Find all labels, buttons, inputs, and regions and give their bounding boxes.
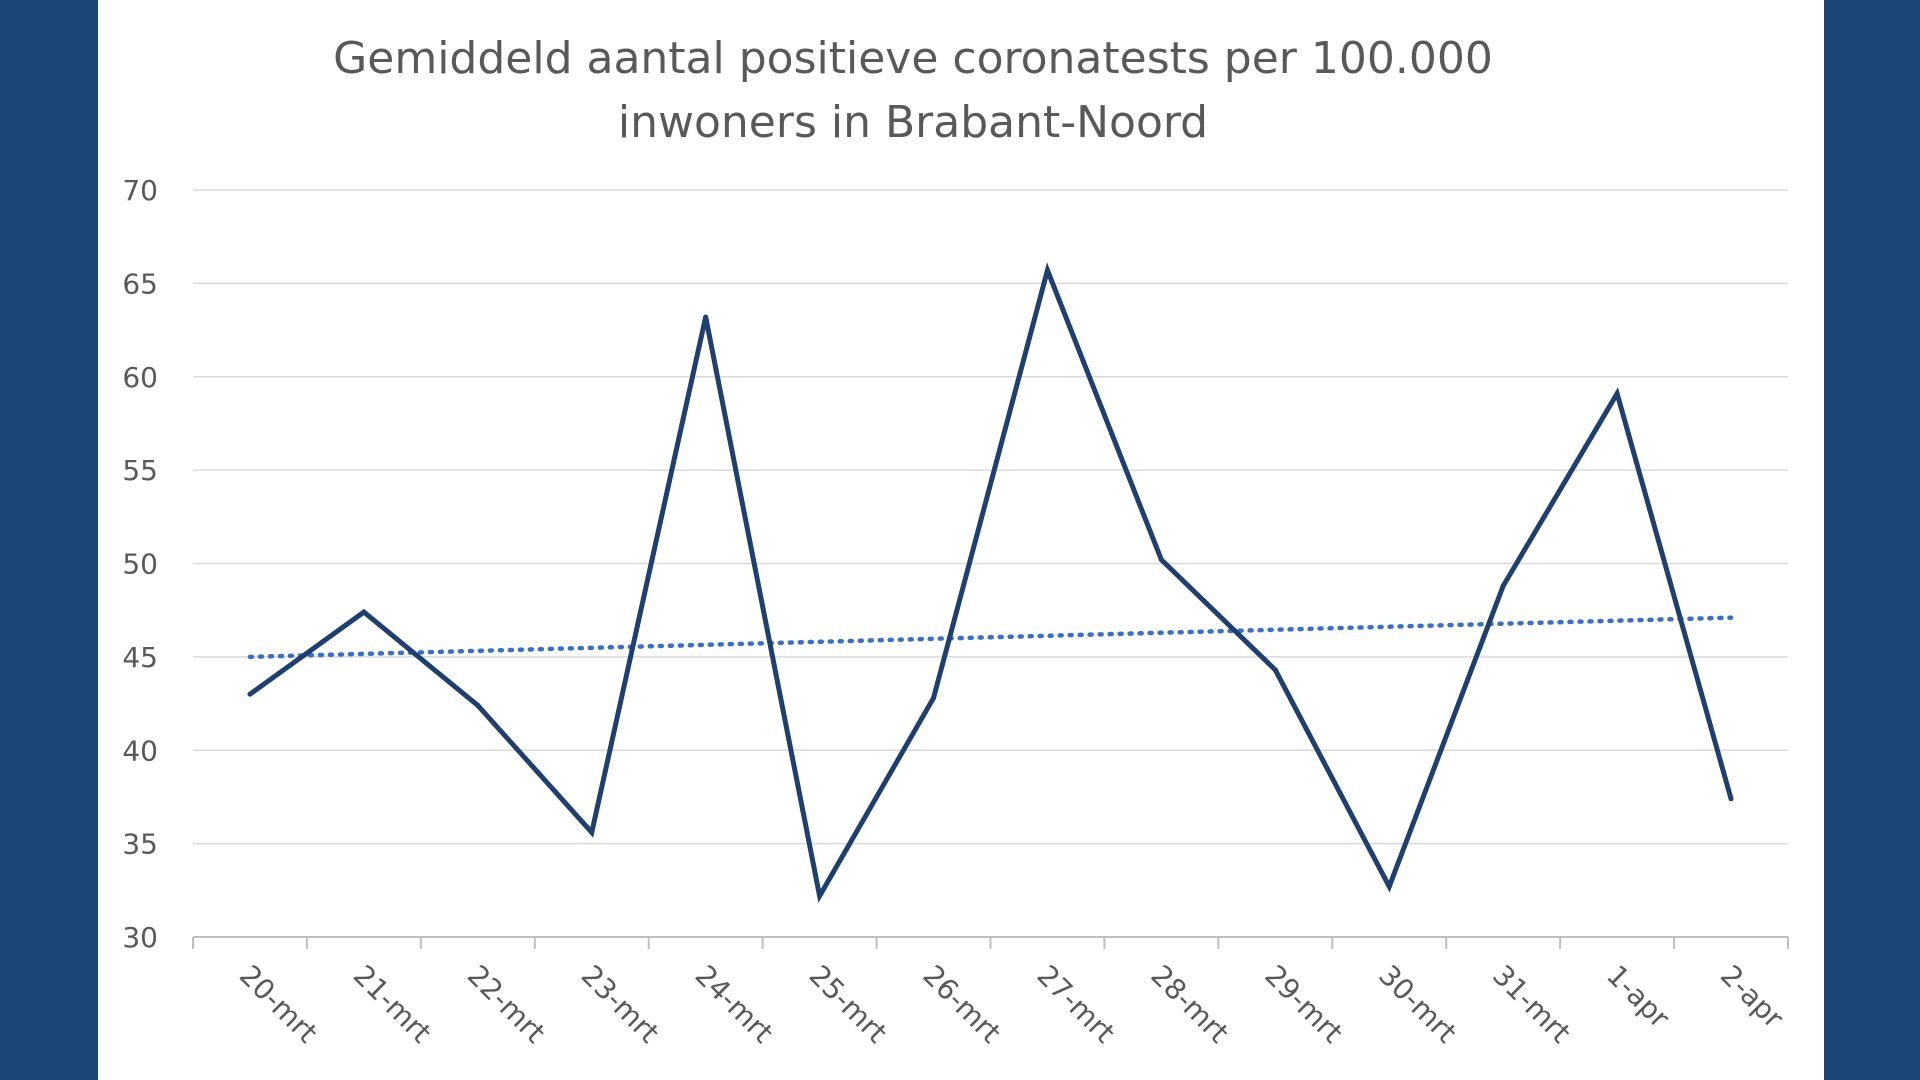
y-tick-label: 50	[122, 548, 158, 581]
x-tick-label: 26-mrt	[917, 959, 1008, 1050]
data-point	[1728, 796, 1734, 802]
x-tick-label: 22-mrt	[461, 959, 552, 1050]
x-tick-label: 21-mrt	[347, 959, 438, 1050]
y-axis-labels: 30 35 40 45 50 55 60 65 70	[122, 174, 158, 954]
data-point	[817, 893, 823, 899]
x-tick-label: 20-mrt	[233, 959, 324, 1050]
x-tick-label: 28-mrt	[1144, 959, 1235, 1050]
chart-panel: Gemiddeld aantal positieve coronatests p…	[98, 0, 1824, 1080]
data-point	[589, 829, 595, 835]
x-tick-label: 24-mrt	[689, 959, 780, 1050]
series-line-0	[248, 262, 1734, 903]
y-tick-label: 60	[122, 361, 158, 394]
data-point	[703, 314, 709, 320]
x-tick-label: 25-mrt	[803, 959, 894, 1050]
chart-title-line-2: inwoners in Brabant-Noord	[618, 97, 1208, 148]
data-point	[1500, 583, 1506, 589]
x-tick-label: 2-apr	[1714, 959, 1790, 1035]
x-axis-labels: 20-mrt 21-mrt 22-mrt 23-mrt 24-mrt 25-mrt 26-m…	[233, 959, 1790, 1050]
y-tick-label: 45	[122, 641, 158, 674]
data-point	[475, 702, 481, 708]
y-tick-label: 70	[122, 174, 158, 207]
series-layer	[247, 262, 1734, 903]
chart-title-line-1: Gemiddeld aantal positieve coronatests p…	[333, 33, 1493, 84]
data-point	[1614, 391, 1620, 397]
trendline-layer	[247, 615, 1734, 660]
y-tick-label: 35	[122, 828, 158, 861]
data-point	[361, 609, 367, 615]
data-point	[1044, 267, 1050, 273]
y-tick-label: 30	[122, 921, 158, 954]
gridlines	[193, 189, 1788, 845]
data-point	[247, 691, 253, 697]
x-tick-label: 27-mrt	[1031, 959, 1122, 1050]
x-tick-label: 29-mrt	[1258, 959, 1349, 1050]
x-tick-label: 23-mrt	[575, 959, 666, 1050]
x-tick-label: 31-mrt	[1486, 959, 1577, 1050]
data-point	[1386, 884, 1392, 890]
data-point	[1272, 667, 1278, 673]
x-tick-label: 1-apr	[1600, 959, 1676, 1035]
y-tick-label: 55	[122, 454, 158, 487]
x-tick-label: 30-mrt	[1372, 959, 1463, 1050]
y-tick-label: 65	[122, 267, 158, 300]
line-chart: Gemiddeld aantal positieve coronatests p…	[122, 33, 1790, 1050]
y-tick-label: 40	[122, 734, 158, 767]
trendline	[247, 615, 1734, 660]
x-axis	[192, 936, 1789, 949]
data-point	[931, 695, 937, 701]
data-point	[1158, 557, 1164, 563]
